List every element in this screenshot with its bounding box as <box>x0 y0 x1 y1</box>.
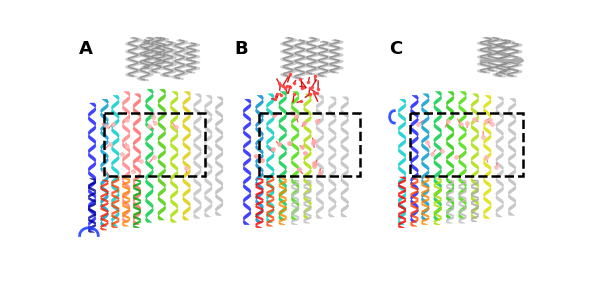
Polygon shape <box>133 180 141 228</box>
Polygon shape <box>112 95 119 226</box>
Bar <box>259 113 360 176</box>
Polygon shape <box>508 98 516 216</box>
Polygon shape <box>471 94 479 219</box>
Polygon shape <box>434 92 442 220</box>
Polygon shape <box>304 94 311 219</box>
Polygon shape <box>88 103 96 230</box>
Polygon shape <box>458 180 466 223</box>
Polygon shape <box>256 95 263 222</box>
Polygon shape <box>471 180 479 222</box>
Polygon shape <box>243 99 251 225</box>
Polygon shape <box>446 180 454 223</box>
Text: B: B <box>234 40 248 58</box>
Polygon shape <box>146 89 153 222</box>
Polygon shape <box>194 94 202 219</box>
Polygon shape <box>398 99 406 225</box>
Polygon shape <box>101 99 109 226</box>
Polygon shape <box>446 92 454 219</box>
Polygon shape <box>266 94 274 222</box>
Polygon shape <box>341 97 349 217</box>
Polygon shape <box>266 176 274 226</box>
Bar <box>104 113 205 176</box>
Polygon shape <box>101 180 109 230</box>
Polygon shape <box>434 178 442 225</box>
Polygon shape <box>421 94 429 220</box>
Polygon shape <box>170 92 178 222</box>
Polygon shape <box>484 95 491 219</box>
Polygon shape <box>215 97 223 216</box>
Polygon shape <box>496 97 503 217</box>
Polygon shape <box>279 92 287 220</box>
Polygon shape <box>304 180 311 223</box>
Polygon shape <box>122 178 130 226</box>
Polygon shape <box>279 178 287 225</box>
Polygon shape <box>158 89 166 220</box>
Polygon shape <box>291 92 299 220</box>
Polygon shape <box>291 180 299 225</box>
Polygon shape <box>112 176 119 228</box>
Polygon shape <box>205 95 212 217</box>
Bar <box>410 113 523 176</box>
Text: A: A <box>79 40 93 58</box>
Polygon shape <box>410 95 418 222</box>
Polygon shape <box>410 178 418 226</box>
Polygon shape <box>88 178 96 232</box>
Polygon shape <box>122 92 130 222</box>
Polygon shape <box>458 92 466 219</box>
Polygon shape <box>256 178 263 228</box>
Polygon shape <box>328 97 336 217</box>
Polygon shape <box>133 94 141 225</box>
Polygon shape <box>183 92 190 220</box>
Text: C: C <box>389 40 402 58</box>
Polygon shape <box>316 95 324 219</box>
Polygon shape <box>398 177 406 228</box>
Polygon shape <box>421 177 429 225</box>
